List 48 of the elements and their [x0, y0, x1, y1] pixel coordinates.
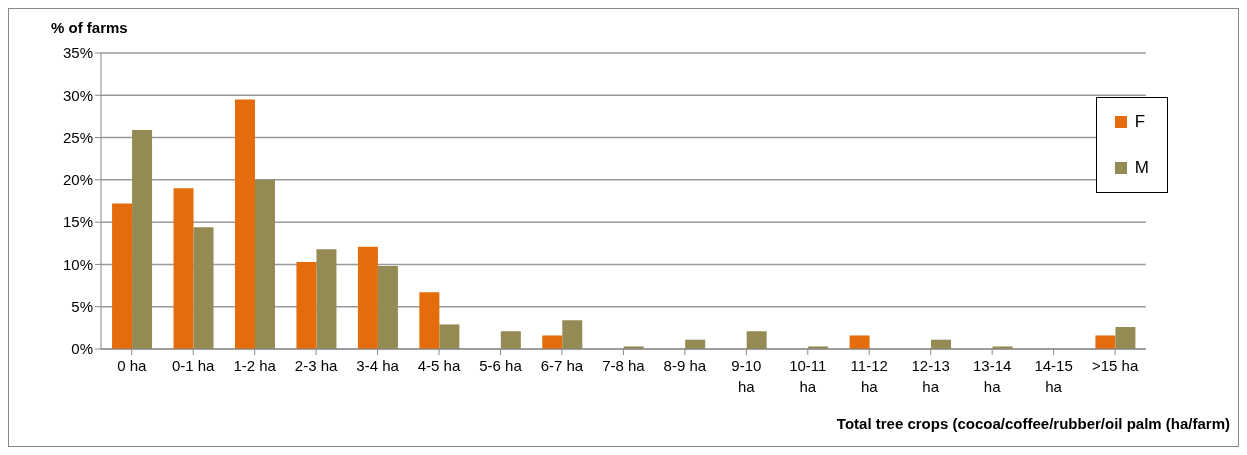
bar	[357, 246, 378, 349]
x-tick-label: >15 ha	[1091, 357, 1139, 374]
legend-label: M	[1134, 158, 1149, 178]
y-tick-label: 30%	[62, 86, 93, 104]
bar	[562, 320, 583, 349]
x-tick-label: 14-15 ha	[1034, 357, 1073, 395]
bar	[419, 292, 440, 349]
bar	[1095, 335, 1116, 349]
bar	[173, 188, 194, 349]
y-tick-label: 5%	[71, 298, 93, 316]
bar	[500, 331, 521, 349]
x-tick-label: 7-8 ha	[602, 357, 646, 374]
bar	[234, 99, 255, 349]
x-tick-label: 8-9 ha	[663, 357, 707, 374]
x-tick-label: 0 ha	[117, 357, 147, 374]
bar	[377, 266, 398, 349]
x-tick-label: 12-13 ha	[911, 357, 950, 395]
bar	[746, 331, 767, 349]
y-tick-label: 20%	[62, 171, 93, 189]
bar	[542, 335, 563, 349]
x-tick-label: 11-12 ha	[850, 357, 888, 395]
x-tick-label: 6-7 ha	[540, 357, 584, 374]
x-tick-label: 1-2 ha	[233, 357, 277, 374]
x-tick-label: 3-4 ha	[356, 357, 400, 374]
y-tick-label: 35%	[62, 44, 93, 62]
x-tick-label: 9-10 ha	[731, 357, 762, 395]
bar	[1115, 327, 1136, 349]
x-tick-label: 0-1 ha	[171, 357, 216, 374]
x-axis-title: Total tree crops (cocoa/coffee/rubber/oil palm (ha/farm)	[836, 415, 1230, 432]
y-tick-label: 15%	[62, 213, 93, 231]
bar	[254, 179, 275, 349]
x-tick-label: 5-6 ha	[479, 357, 523, 374]
bar	[316, 249, 337, 349]
bar	[439, 324, 460, 349]
y-axis-title: % of farms	[51, 19, 128, 36]
legend-label: F	[1134, 112, 1146, 132]
bar	[112, 203, 133, 349]
x-tick-label: 13-14 ha	[972, 357, 1012, 395]
y-tick-label: 10%	[62, 255, 93, 273]
y-tick-label: 25%	[62, 128, 93, 146]
bar	[132, 129, 153, 349]
bar	[296, 261, 317, 349]
y-tick-label: 0%	[71, 340, 93, 358]
bar	[849, 335, 870, 349]
x-tick-label: 4-5 ha	[417, 357, 461, 374]
x-tick-label: 10-11 ha	[789, 357, 827, 395]
x-tick-label: 2-3 ha	[294, 357, 339, 374]
bar	[193, 227, 214, 349]
